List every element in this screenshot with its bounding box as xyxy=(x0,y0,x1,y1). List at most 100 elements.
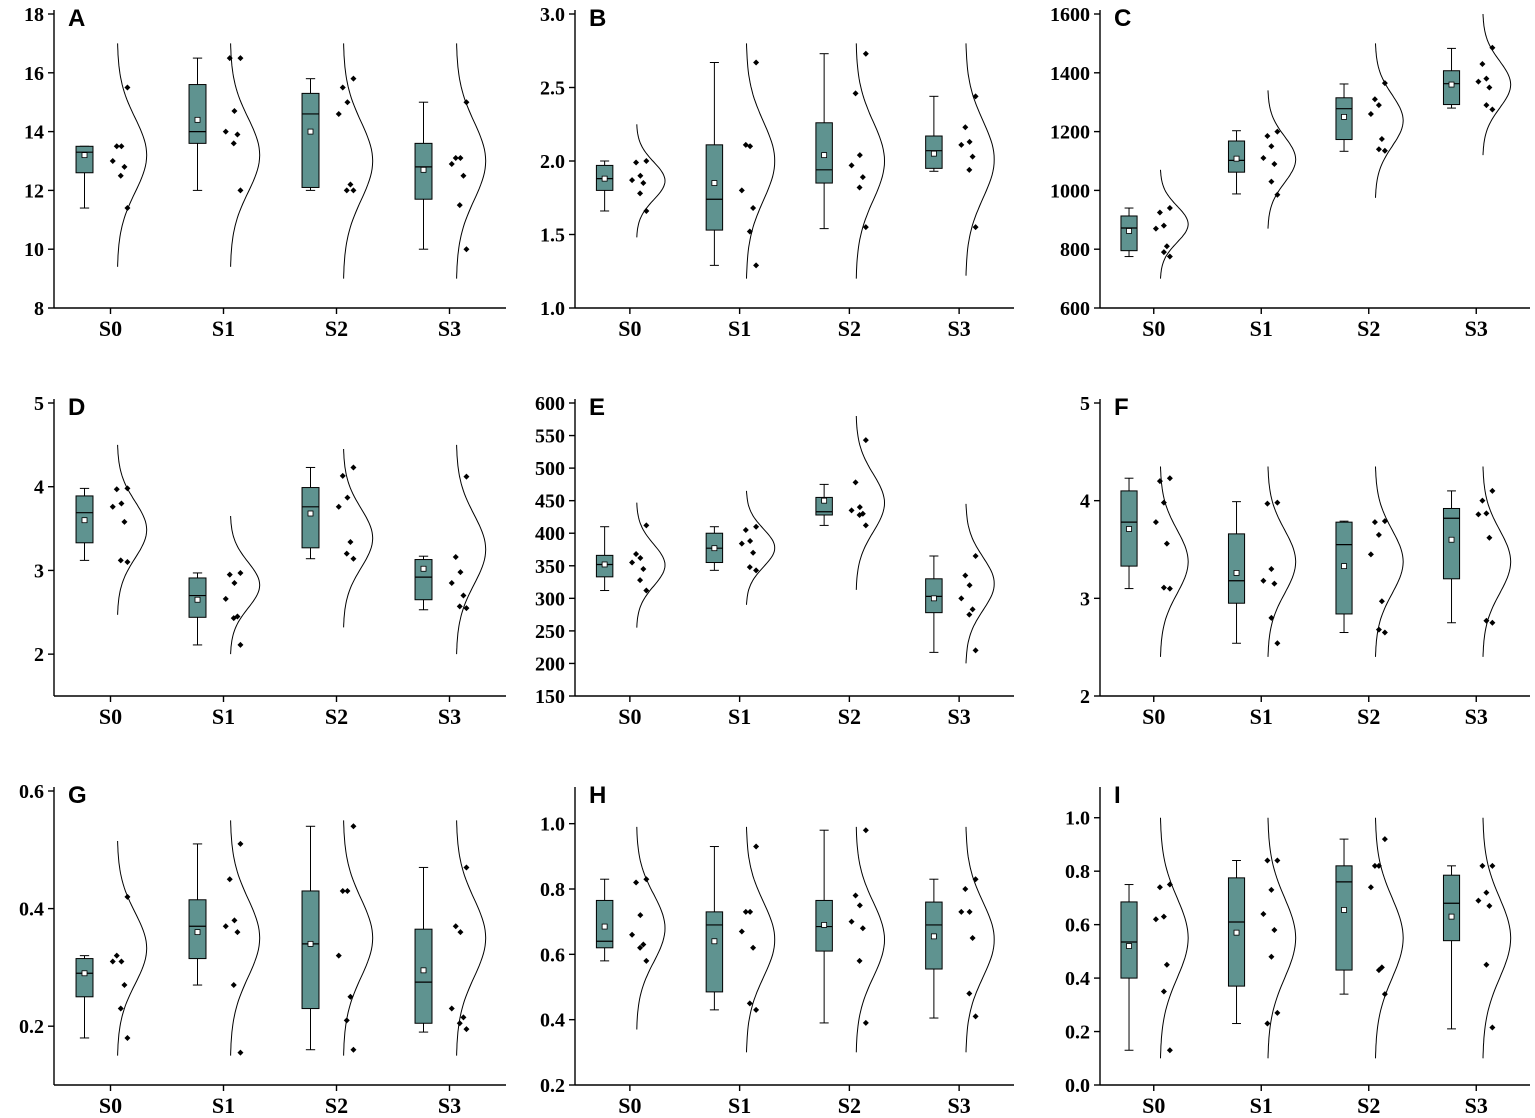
category-group-s0: S0 xyxy=(1120,817,1189,1118)
data-point xyxy=(231,108,238,115)
data-point xyxy=(1475,511,1482,518)
iqr-box xyxy=(1442,874,1461,942)
distribution-curve xyxy=(343,820,374,1056)
category-group-s3: S3 xyxy=(414,43,487,341)
data-point xyxy=(1163,243,1170,250)
y-tick-label: 3.0 xyxy=(540,4,565,26)
y-tick-label: 2.0 xyxy=(540,151,565,173)
data-point xyxy=(1268,886,1275,893)
panel-letter: B xyxy=(589,5,606,32)
y-tick-label: 3 xyxy=(1080,588,1090,610)
data-point xyxy=(231,579,238,586)
data-point xyxy=(347,538,354,545)
y-tick-label: 0.2 xyxy=(1065,1022,1090,1044)
data-point xyxy=(1486,534,1493,541)
mean-marker xyxy=(194,596,201,603)
data-point xyxy=(463,246,470,253)
data-point xyxy=(738,540,745,547)
mean-marker xyxy=(194,929,201,936)
data-point xyxy=(750,205,757,212)
data-point xyxy=(1371,96,1378,103)
category-group-s1: S1 xyxy=(188,43,261,341)
y-tick-label: 0.2 xyxy=(540,1075,565,1097)
mean-marker xyxy=(1341,907,1347,913)
data-point xyxy=(109,158,116,164)
data-point xyxy=(1274,128,1281,135)
category-group-s0: S0 xyxy=(595,124,666,341)
data-point xyxy=(1163,961,1170,968)
data-point xyxy=(339,84,346,91)
data-point xyxy=(633,159,640,166)
iqr-box xyxy=(705,911,724,993)
data-point xyxy=(1479,60,1486,67)
mean-marker xyxy=(711,180,718,186)
data-point xyxy=(350,75,357,82)
mean-marker xyxy=(420,166,427,173)
iqr-box xyxy=(301,487,320,549)
data-point xyxy=(124,1034,131,1041)
category-group-s1: S1 xyxy=(705,826,776,1118)
data-point xyxy=(335,503,342,510)
iqr-box xyxy=(1227,533,1246,604)
category-group-s0: S0 xyxy=(75,840,148,1118)
data-point xyxy=(463,605,470,612)
data-point xyxy=(350,823,357,830)
x-tick-label: S0 xyxy=(1142,316,1165,341)
data-point xyxy=(237,1049,244,1056)
data-point xyxy=(1381,147,1388,154)
data-point xyxy=(344,99,351,106)
x-tick-label: S2 xyxy=(325,1093,348,1118)
iqr-box xyxy=(75,145,94,174)
data-point xyxy=(962,886,969,892)
data-point xyxy=(848,162,855,169)
data-point xyxy=(859,925,866,932)
iqr-box xyxy=(815,496,833,516)
chart-panel-b: B 1.0 1.5 2.0 2.5 3.0 S0 S1 S2 S3 xyxy=(540,4,1014,341)
data-point xyxy=(1489,619,1496,626)
x-tick-label: S2 xyxy=(325,316,348,341)
x-tick-label: S2 xyxy=(838,316,861,341)
data-point xyxy=(1268,143,1275,150)
data-point xyxy=(234,929,241,936)
data-point xyxy=(747,143,754,150)
data-point xyxy=(463,473,470,480)
data-point xyxy=(460,592,467,599)
data-point xyxy=(856,902,863,909)
x-tick-label: S0 xyxy=(1142,704,1165,729)
y-tick-label: 0.4 xyxy=(1065,968,1090,990)
data-point xyxy=(848,918,855,925)
data-point xyxy=(1268,953,1275,960)
category-group-s2: S2 xyxy=(815,415,886,729)
category-group-s3: S3 xyxy=(414,444,487,729)
data-point xyxy=(124,559,131,566)
category-group-s1: S1 xyxy=(1227,466,1297,729)
mean-marker xyxy=(711,938,718,945)
data-point xyxy=(1371,862,1378,869)
y-tick-label: 8 xyxy=(34,298,44,320)
distribution-curve xyxy=(636,826,666,1030)
data-point xyxy=(1264,133,1271,140)
mean-marker xyxy=(420,565,427,572)
data-point xyxy=(124,84,131,91)
x-tick-label: S3 xyxy=(1465,316,1488,341)
data-point xyxy=(1166,1047,1173,1054)
data-point xyxy=(350,464,357,471)
data-point xyxy=(1489,862,1496,869)
category-group-s0: S0 xyxy=(595,502,666,729)
data-point xyxy=(1160,222,1167,229)
data-point xyxy=(1264,1020,1271,1027)
y-tick-label: 0.8 xyxy=(1065,861,1090,883)
y-tick-label: 1.5 xyxy=(540,225,565,247)
x-tick-label: S1 xyxy=(728,316,751,341)
data-point xyxy=(118,958,125,965)
data-point xyxy=(1274,1009,1281,1016)
data-point xyxy=(637,190,644,197)
data-point xyxy=(343,550,350,557)
data-point xyxy=(460,172,467,179)
data-point xyxy=(1479,862,1486,869)
data-point xyxy=(339,887,346,894)
distribution-curve xyxy=(1160,466,1189,657)
data-point xyxy=(972,224,979,231)
category-group-s2: S2 xyxy=(1335,43,1404,341)
